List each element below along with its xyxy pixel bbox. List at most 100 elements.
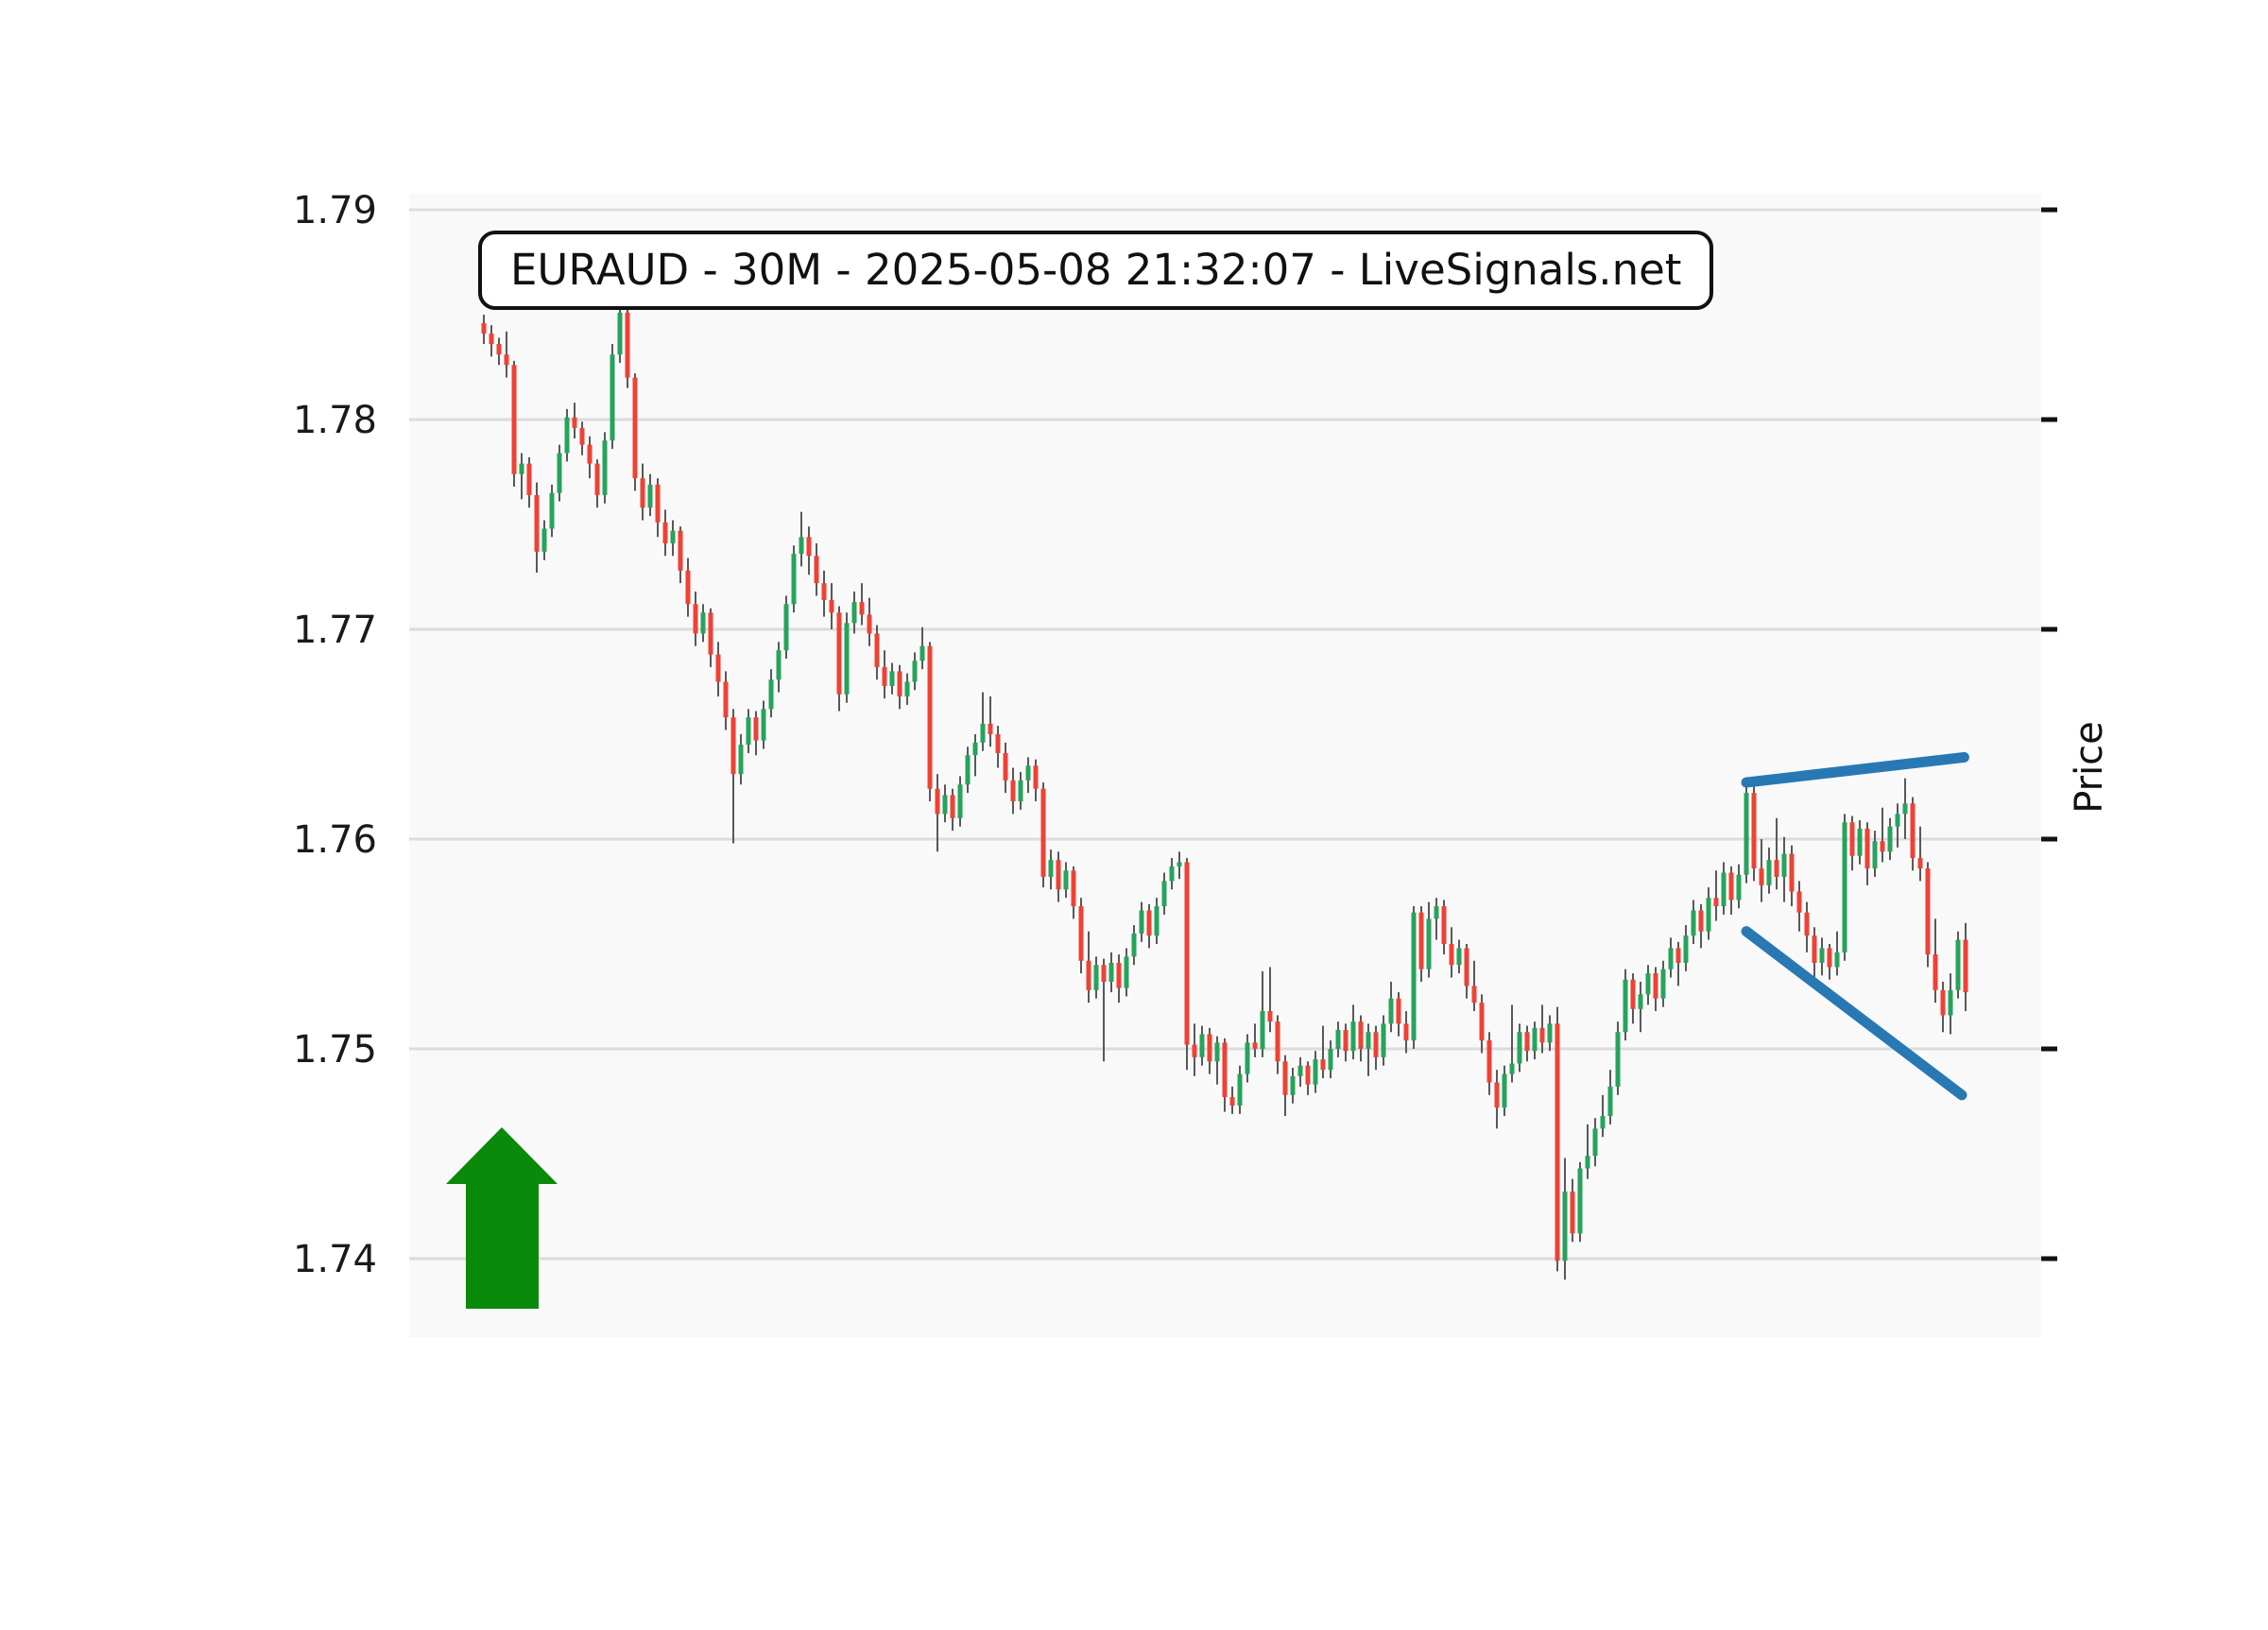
candle-up — [1517, 1032, 1522, 1064]
candle-up — [783, 604, 789, 651]
candle-up — [972, 742, 978, 756]
candle-up — [1381, 1023, 1386, 1057]
candle-down — [625, 312, 630, 378]
candle-down — [1925, 868, 1931, 955]
candle-up — [1502, 1073, 1507, 1108]
price-axis-label: Price — [2068, 721, 2111, 814]
candle-down — [504, 354, 509, 366]
candle-up — [1154, 906, 1160, 936]
candle-down — [1570, 1191, 1575, 1234]
candle-up — [1260, 1011, 1265, 1049]
candle-up — [1902, 803, 1908, 815]
candle-up — [519, 463, 524, 474]
candle-up — [1018, 780, 1023, 802]
candle-down — [806, 537, 812, 557]
candle-up — [1744, 793, 1749, 875]
candle-up — [1063, 870, 1069, 890]
candle-down — [1812, 935, 1817, 963]
candle-up — [1948, 989, 1953, 1016]
candle-up — [844, 623, 850, 695]
candle-up — [610, 354, 615, 441]
candle-down — [1933, 954, 1938, 990]
candle-up — [1623, 979, 1628, 1033]
candle-down — [859, 602, 865, 615]
candle-up — [1237, 1073, 1243, 1106]
candle-down — [1963, 939, 1968, 993]
candle-down — [814, 556, 819, 584]
candle-down — [1713, 898, 1719, 907]
candle-down — [1804, 912, 1810, 936]
candle-up — [1313, 1059, 1318, 1085]
y-tick-label: 1.78 — [293, 399, 377, 442]
candle-down — [1101, 965, 1107, 982]
candle-up — [1660, 969, 1666, 999]
candle-up — [980, 723, 986, 743]
candle-down — [836, 612, 842, 695]
candle-up — [799, 537, 804, 555]
candle-down — [988, 723, 993, 734]
candle-down — [1418, 912, 1424, 969]
candle-up — [889, 671, 895, 686]
candle-down — [897, 671, 902, 697]
candle-down — [1192, 1044, 1197, 1057]
candle-up — [1214, 1042, 1220, 1062]
candle-up — [541, 528, 547, 552]
candle-down — [882, 666, 887, 686]
lower-trendline — [1741, 926, 1967, 1101]
candle-up — [1335, 1030, 1341, 1049]
candle-down — [1010, 780, 1016, 802]
candle-down — [1759, 868, 1764, 885]
candle-up — [776, 650, 782, 680]
candle-down — [1751, 793, 1757, 869]
candle-up — [746, 717, 751, 746]
candle-up — [1781, 853, 1787, 877]
candle-up — [549, 492, 555, 529]
candle-up — [1139, 910, 1144, 934]
candle-up — [1426, 918, 1432, 969]
candle-up — [700, 612, 706, 634]
candle-down — [1396, 998, 1401, 1024]
candle-down — [1071, 870, 1076, 907]
candle-down — [1849, 822, 1855, 856]
candle-up — [1025, 765, 1031, 781]
candle-up — [602, 440, 608, 495]
candle-up — [1245, 1042, 1250, 1074]
candle-up — [1169, 866, 1175, 882]
candle-down — [1796, 891, 1802, 913]
candle-down — [1184, 862, 1190, 1045]
candle-up — [1328, 1049, 1333, 1071]
candle-up — [617, 312, 623, 355]
candle-down — [1358, 1021, 1364, 1049]
candle-up — [564, 417, 570, 454]
candle-up — [1048, 860, 1054, 877]
candle-down — [655, 484, 661, 523]
candle-down — [481, 322, 487, 334]
y-tick-label: 1.77 — [293, 609, 377, 652]
candle-up — [1706, 898, 1711, 932]
candle-down — [995, 734, 1001, 753]
candle-down — [534, 494, 540, 552]
candle-down — [678, 530, 683, 571]
candle-down — [950, 795, 955, 818]
candle-up — [904, 681, 910, 697]
candle-down — [496, 344, 502, 355]
candle-down — [1917, 857, 1923, 869]
candle-down — [587, 444, 593, 464]
candle-down — [935, 788, 940, 815]
candle-down — [1789, 853, 1795, 892]
candle-up — [1108, 962, 1114, 982]
candle-down — [685, 570, 691, 605]
candle-down — [1003, 752, 1008, 781]
candle-up — [1585, 1156, 1590, 1169]
candle-up — [557, 453, 562, 493]
candle-down — [1910, 803, 1916, 858]
candle-up — [1721, 872, 1727, 907]
candle-up — [1842, 822, 1847, 952]
candle-down — [730, 717, 736, 775]
candle-up — [1297, 1065, 1303, 1076]
candle-up — [1638, 994, 1643, 1009]
candle-up — [1607, 1086, 1613, 1117]
candle-up — [768, 679, 774, 710]
candle-down — [1267, 1011, 1273, 1022]
